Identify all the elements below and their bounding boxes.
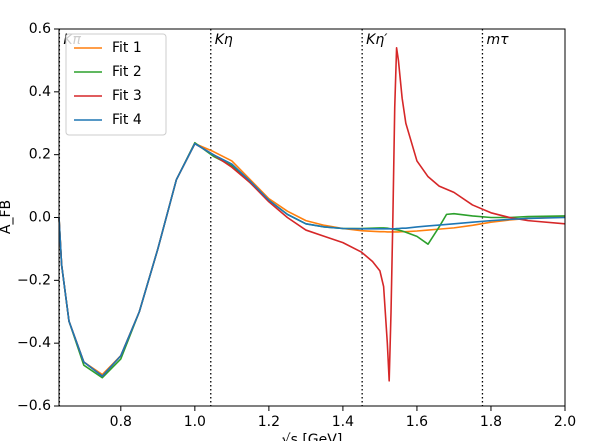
series-line [58,142,566,377]
x-tick-label: 2.0 [554,414,576,430]
series-line [58,141,566,379]
y-tick-label: 0.2 [29,147,51,163]
y-tick-label: 0.6 [29,21,51,37]
threshold-label: Kη′ [366,32,388,48]
x-tick-label: 1.8 [480,414,502,430]
legend-box [65,33,167,136]
series-line [58,142,566,376]
x-tick-label: 1.2 [258,414,280,430]
x-axis-label: √s [GeV] [282,432,343,441]
x-tick-label: 1.0 [184,414,206,430]
y-tick-label: 0.0 [29,210,51,226]
x-tick-label: 0.8 [110,414,132,430]
legend-label: Fit 1 [112,40,142,56]
threshold-label: mτ [486,32,509,48]
y-tick-label: 0.4 [29,84,51,100]
plot-frame [58,28,566,407]
y-tick-label: −0.6 [17,398,51,414]
threshold-label: Kη [215,32,233,48]
x-tick-label: 1.6 [406,414,428,430]
legend-label: Fit 4 [112,112,142,128]
y-tick-label: −0.4 [17,335,51,351]
y-axis-label: A_FB [0,200,14,234]
y-tick-label: −0.2 [17,272,51,288]
x-tick-label: 1.4 [332,414,354,430]
legend-label: Fit 2 [112,64,142,80]
legend-label: Fit 3 [112,88,142,104]
